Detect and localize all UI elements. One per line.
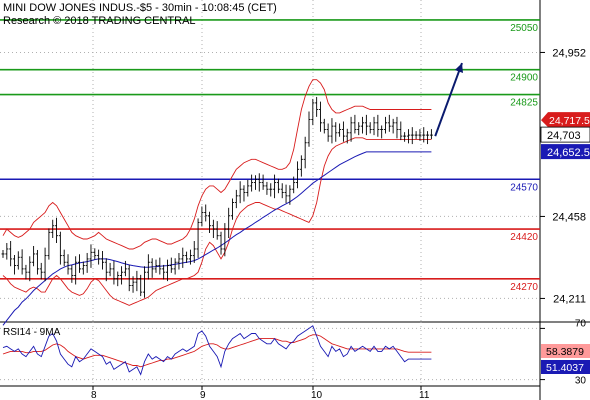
price-tags: 24,717.5 24,703 24,652.5 [540, 112, 590, 160]
level-label-24900: 24900 [510, 73, 538, 84]
projection-arrow-shaft [434, 62, 463, 137]
bollinger-bands [2, 79, 432, 306]
level-label-24825: 24825 [510, 98, 538, 109]
level-label-24570: 24570 [510, 182, 538, 193]
rsi-axis-label: 30 [575, 376, 587, 387]
price-axis-label: 24,211 [553, 293, 586, 305]
level-label-24270: 24270 [510, 282, 538, 293]
projection-arrow-head [454, 63, 463, 74]
price-axis: 24,211 24,458 24,952 [540, 47, 586, 305]
moving-average [2, 151, 432, 326]
chart-copyright: Research © 2018 TRADING CENTRAL [3, 15, 196, 27]
main-plot-area [0, 0, 540, 322]
time-axis-label: 11 [419, 390, 430, 400]
support-resistance-levels: 25050 24900 24825 24570 24420 24270 [0, 19, 540, 293]
price-axis-label: 24,952 [552, 47, 586, 59]
level-label-25050: 25050 [510, 23, 538, 34]
rsi-panel: 30 70 58.3879 51.4037 [2, 318, 590, 387]
rsi-value-tag [541, 360, 590, 374]
price-bars [1, 96, 433, 298]
rsi-title: RSI14 - 9MA [3, 327, 61, 338]
current-price-tag [540, 126, 590, 143]
rsi-value-label: 51.4037 [546, 362, 584, 374]
grid-lines [0, 0, 540, 386]
rsi-line [2, 325, 432, 376]
level-label-24420: 24420 [510, 232, 538, 243]
rsi-ma-value-tag [541, 344, 590, 358]
current-price-upper-tag [541, 112, 590, 128]
rsi-ma-line [2, 334, 432, 368]
ma-price-label: 24,652.5 [547, 147, 590, 159]
ma-price-tag [541, 144, 590, 160]
price-axis-label: 24,458 [552, 211, 586, 223]
rsi-axis-label: 70 [575, 318, 587, 329]
time-axis: 8 9 10 11 [91, 386, 430, 400]
current-price-upper-label: 24,717.5 [549, 115, 590, 127]
projection-arrow [434, 62, 463, 137]
moving-average-line [2, 151, 432, 326]
bollinger-upper-line [2, 79, 432, 250]
bollinger-lower-line [2, 137, 432, 306]
current-price-label: 24,703 [547, 130, 581, 142]
chart-title: MINI DOW JONES INDUS.-$5 - 30min - 10:08… [3, 2, 277, 14]
rsi-ma-value-label: 58.3879 [546, 346, 584, 358]
time-axis-label: 10 [311, 390, 323, 400]
time-axis-label: 8 [91, 390, 97, 400]
time-axis-label: 9 [200, 390, 206, 400]
